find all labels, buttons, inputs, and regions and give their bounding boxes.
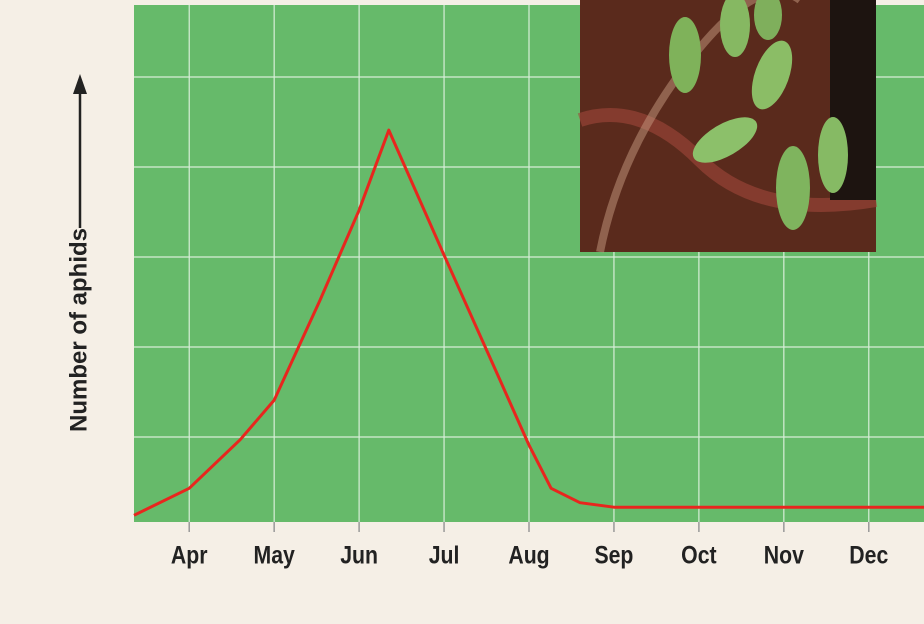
x-tick-label: Jun [340, 541, 378, 569]
x-tick-label: May [254, 541, 295, 569]
x-tick-label: Sep [594, 541, 633, 569]
y-axis-label: Number of aphids [65, 228, 92, 432]
aphid [669, 17, 701, 93]
x-tick-label: Nov [764, 541, 804, 569]
aphid [776, 146, 810, 230]
x-tick-label: Aug [508, 541, 549, 569]
x-tick-label: Oct [681, 541, 717, 569]
photo [580, 0, 876, 252]
x-tick-label: Jul [429, 541, 460, 569]
aphid [818, 117, 848, 193]
x-tick-label: Dec [849, 541, 888, 569]
x-tick-label: Apr [171, 541, 208, 569]
chart: Number of aphids Apr May Jun Jul Aug Sep Oct No… [0, 0, 924, 624]
